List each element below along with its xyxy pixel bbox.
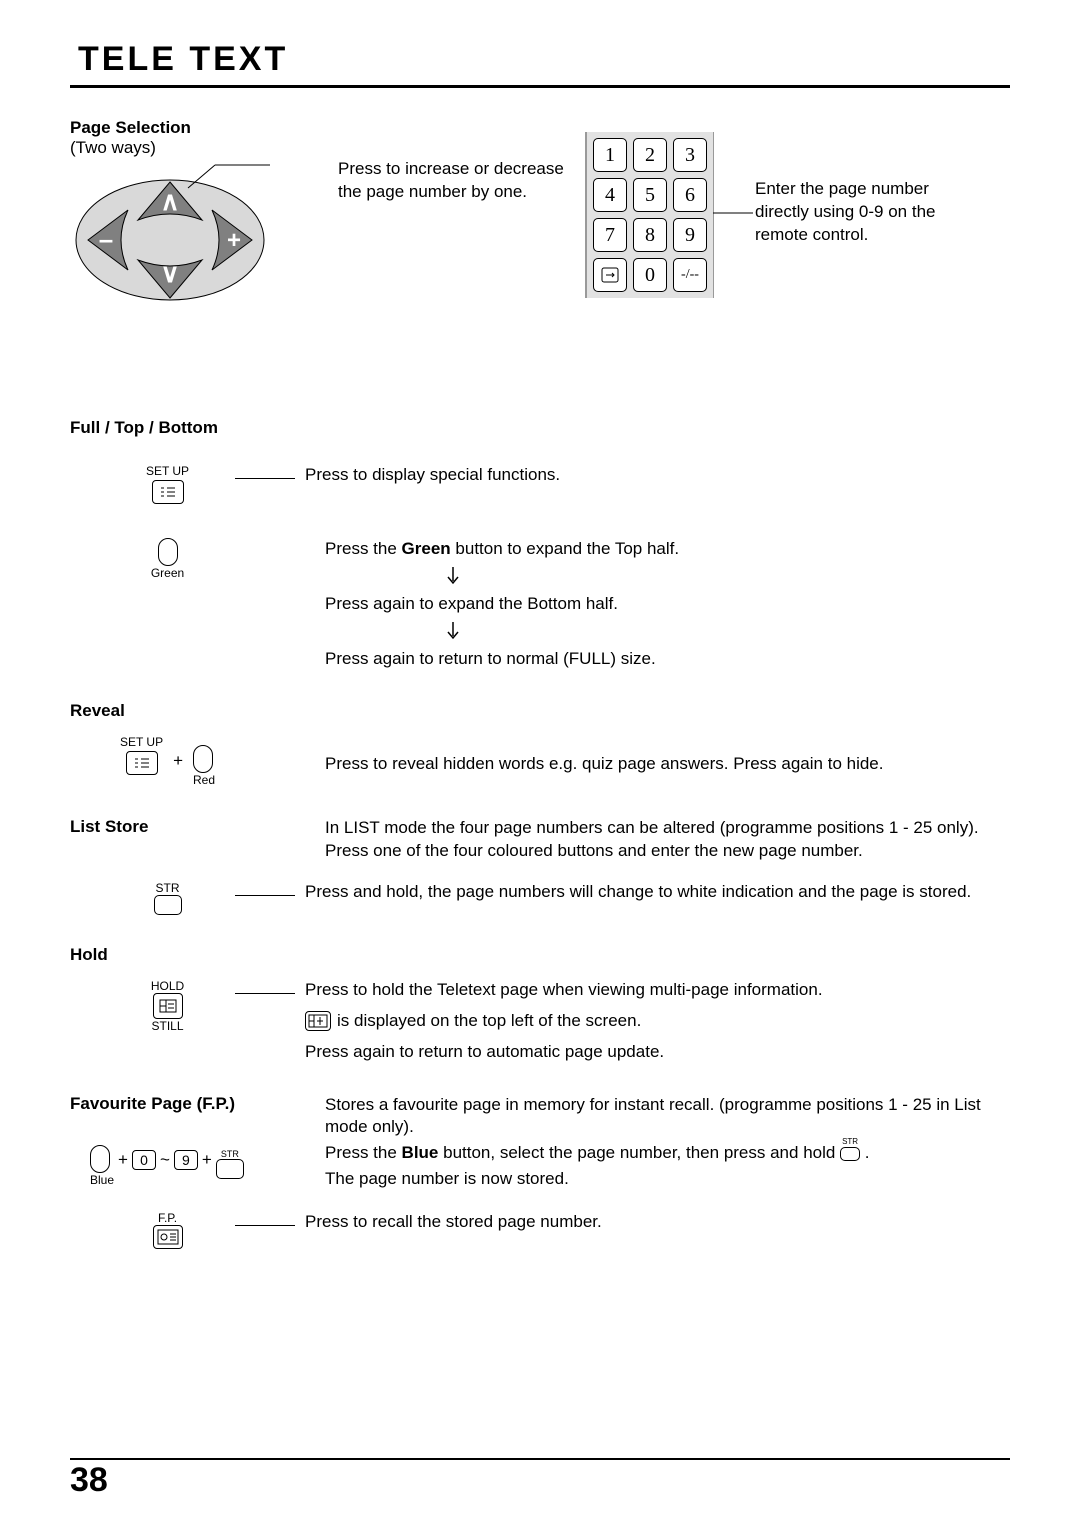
- digit-9-icon: 9: [174, 1150, 198, 1170]
- str-label: STR: [156, 881, 180, 895]
- hold-label: HOLD: [151, 979, 184, 993]
- keypad-8: 8: [633, 218, 667, 252]
- keypad-9: 9: [673, 218, 707, 252]
- keypad-0: 0: [633, 258, 667, 292]
- still-label: STILL: [151, 1019, 183, 1033]
- down-arrow-icon: [445, 565, 461, 589]
- page-selection-heading: Page Selection: [70, 118, 191, 138]
- fav-intro2: Press the Blue button, select the page n…: [325, 1139, 1010, 1168]
- keypad-2: 2: [633, 138, 667, 172]
- keypad-5: 5: [633, 178, 667, 212]
- reveal-heading: Reveal: [70, 701, 1010, 721]
- svg-text:–: –: [99, 224, 113, 254]
- reveal-text: Press to reveal hidden words e.g. quiz p…: [325, 735, 1010, 776]
- keypad-7: 7: [593, 218, 627, 252]
- plus-sign: +: [118, 1149, 128, 1172]
- page-selection-subtext: (Two ways): [70, 138, 191, 158]
- plus-sign: +: [202, 1149, 212, 1172]
- favourite-page-section: Favourite Page (F.P.) Stores a favourite…: [70, 1094, 1010, 1250]
- digit-0-icon: 0: [132, 1150, 156, 1170]
- ftb-heading: Full / Top / Bottom: [70, 418, 1010, 438]
- green-button-icon: [158, 538, 178, 566]
- fp-icon: [153, 1225, 183, 1249]
- blue-label: Blue: [90, 1173, 114, 1187]
- keypad-4: 4: [593, 178, 627, 212]
- footer-rule: [70, 1458, 1010, 1460]
- list-store-intro: In LIST mode the four page numbers can b…: [325, 817, 1010, 863]
- svg-text:+: +: [227, 227, 241, 254]
- setup-icon: [152, 480, 184, 504]
- full-top-bottom-section: Full / Top / Bottom SET UP Press to disp…: [70, 418, 1010, 671]
- setup-icon: [126, 751, 158, 775]
- red-label: Red: [193, 773, 215, 787]
- str-inline-icon: [840, 1147, 860, 1161]
- ftb-line1: Press the Green button to expand the Top…: [325, 538, 1010, 561]
- keypad-loop: [593, 258, 627, 292]
- svg-text:∧: ∧: [160, 186, 179, 216]
- page-title: TELE TEXT: [70, 40, 1010, 88]
- list-store-str-text: Press and hold, the page numbers will ch…: [305, 881, 1010, 915]
- tilde-sign: ~: [160, 1149, 170, 1172]
- page-selection-right-text: Enter the page number directly using 0-9…: [755, 178, 985, 247]
- list-store-heading: List Store: [70, 817, 325, 863]
- str-label-small: STR: [216, 1149, 244, 1159]
- hold-heading: Hold: [70, 945, 1010, 965]
- ftb-line2: Press again to expand the Bottom half.: [325, 593, 1010, 616]
- hold-line2: is displayed on the top left of the scre…: [305, 1010, 1010, 1033]
- fp-label: F.P.: [158, 1211, 177, 1225]
- svg-text:∨: ∨: [160, 258, 179, 288]
- reveal-section: Reveal SET UP + Red Press to reveal hidd…: [70, 701, 1010, 787]
- keypad-diagram: 1 2 3 4 5 6 7 8 9 0 -/--: [585, 132, 714, 298]
- page-number: 38: [70, 1461, 108, 1500]
- red-button-icon: [193, 745, 213, 773]
- blue-button-icon: [90, 1145, 110, 1173]
- keypad-dash: -/--: [673, 258, 707, 292]
- hold-line3: Press again to return to automatic page …: [305, 1041, 1010, 1064]
- page-selection-left-text: Press to increase or decrease the page n…: [338, 158, 568, 204]
- hold-inline-icon: [305, 1011, 331, 1031]
- fav-intro3: The page number is now stored.: [325, 1168, 1010, 1191]
- fp-recall-text: Press to recall the stored page number.: [305, 1211, 1010, 1249]
- page-selection-section: Page Selection (Two ways) ∧ ∨ – + Press …: [70, 118, 1010, 378]
- reveal-setup-label: SET UP: [120, 735, 163, 749]
- hold-section: Hold HOLD STILL Press to hold the Telete…: [70, 945, 1010, 1064]
- setup-label: SET UP: [146, 464, 189, 478]
- dpad-diagram: ∧ ∨ – +: [70, 160, 270, 315]
- str-button-icon: [216, 1159, 244, 1179]
- list-store-section: List Store In LIST mode the four page nu…: [70, 817, 1010, 915]
- plus-sign: +: [173, 735, 183, 771]
- ftb-line3: Press again to return to normal (FULL) s…: [325, 648, 1010, 671]
- hold-icon: [153, 993, 183, 1019]
- fav-intro1: Stores a favourite page in memory for in…: [325, 1094, 1010, 1140]
- hold-line1: Press to hold the Teletext page when vie…: [305, 979, 1010, 1002]
- green-label: Green: [151, 566, 184, 580]
- down-arrow-icon: [445, 620, 461, 644]
- setup-text: Press to display special functions.: [305, 464, 560, 504]
- keypad-6: 6: [673, 178, 707, 212]
- keypad-1: 1: [593, 138, 627, 172]
- keypad-3: 3: [673, 138, 707, 172]
- str-button-icon: [154, 895, 182, 915]
